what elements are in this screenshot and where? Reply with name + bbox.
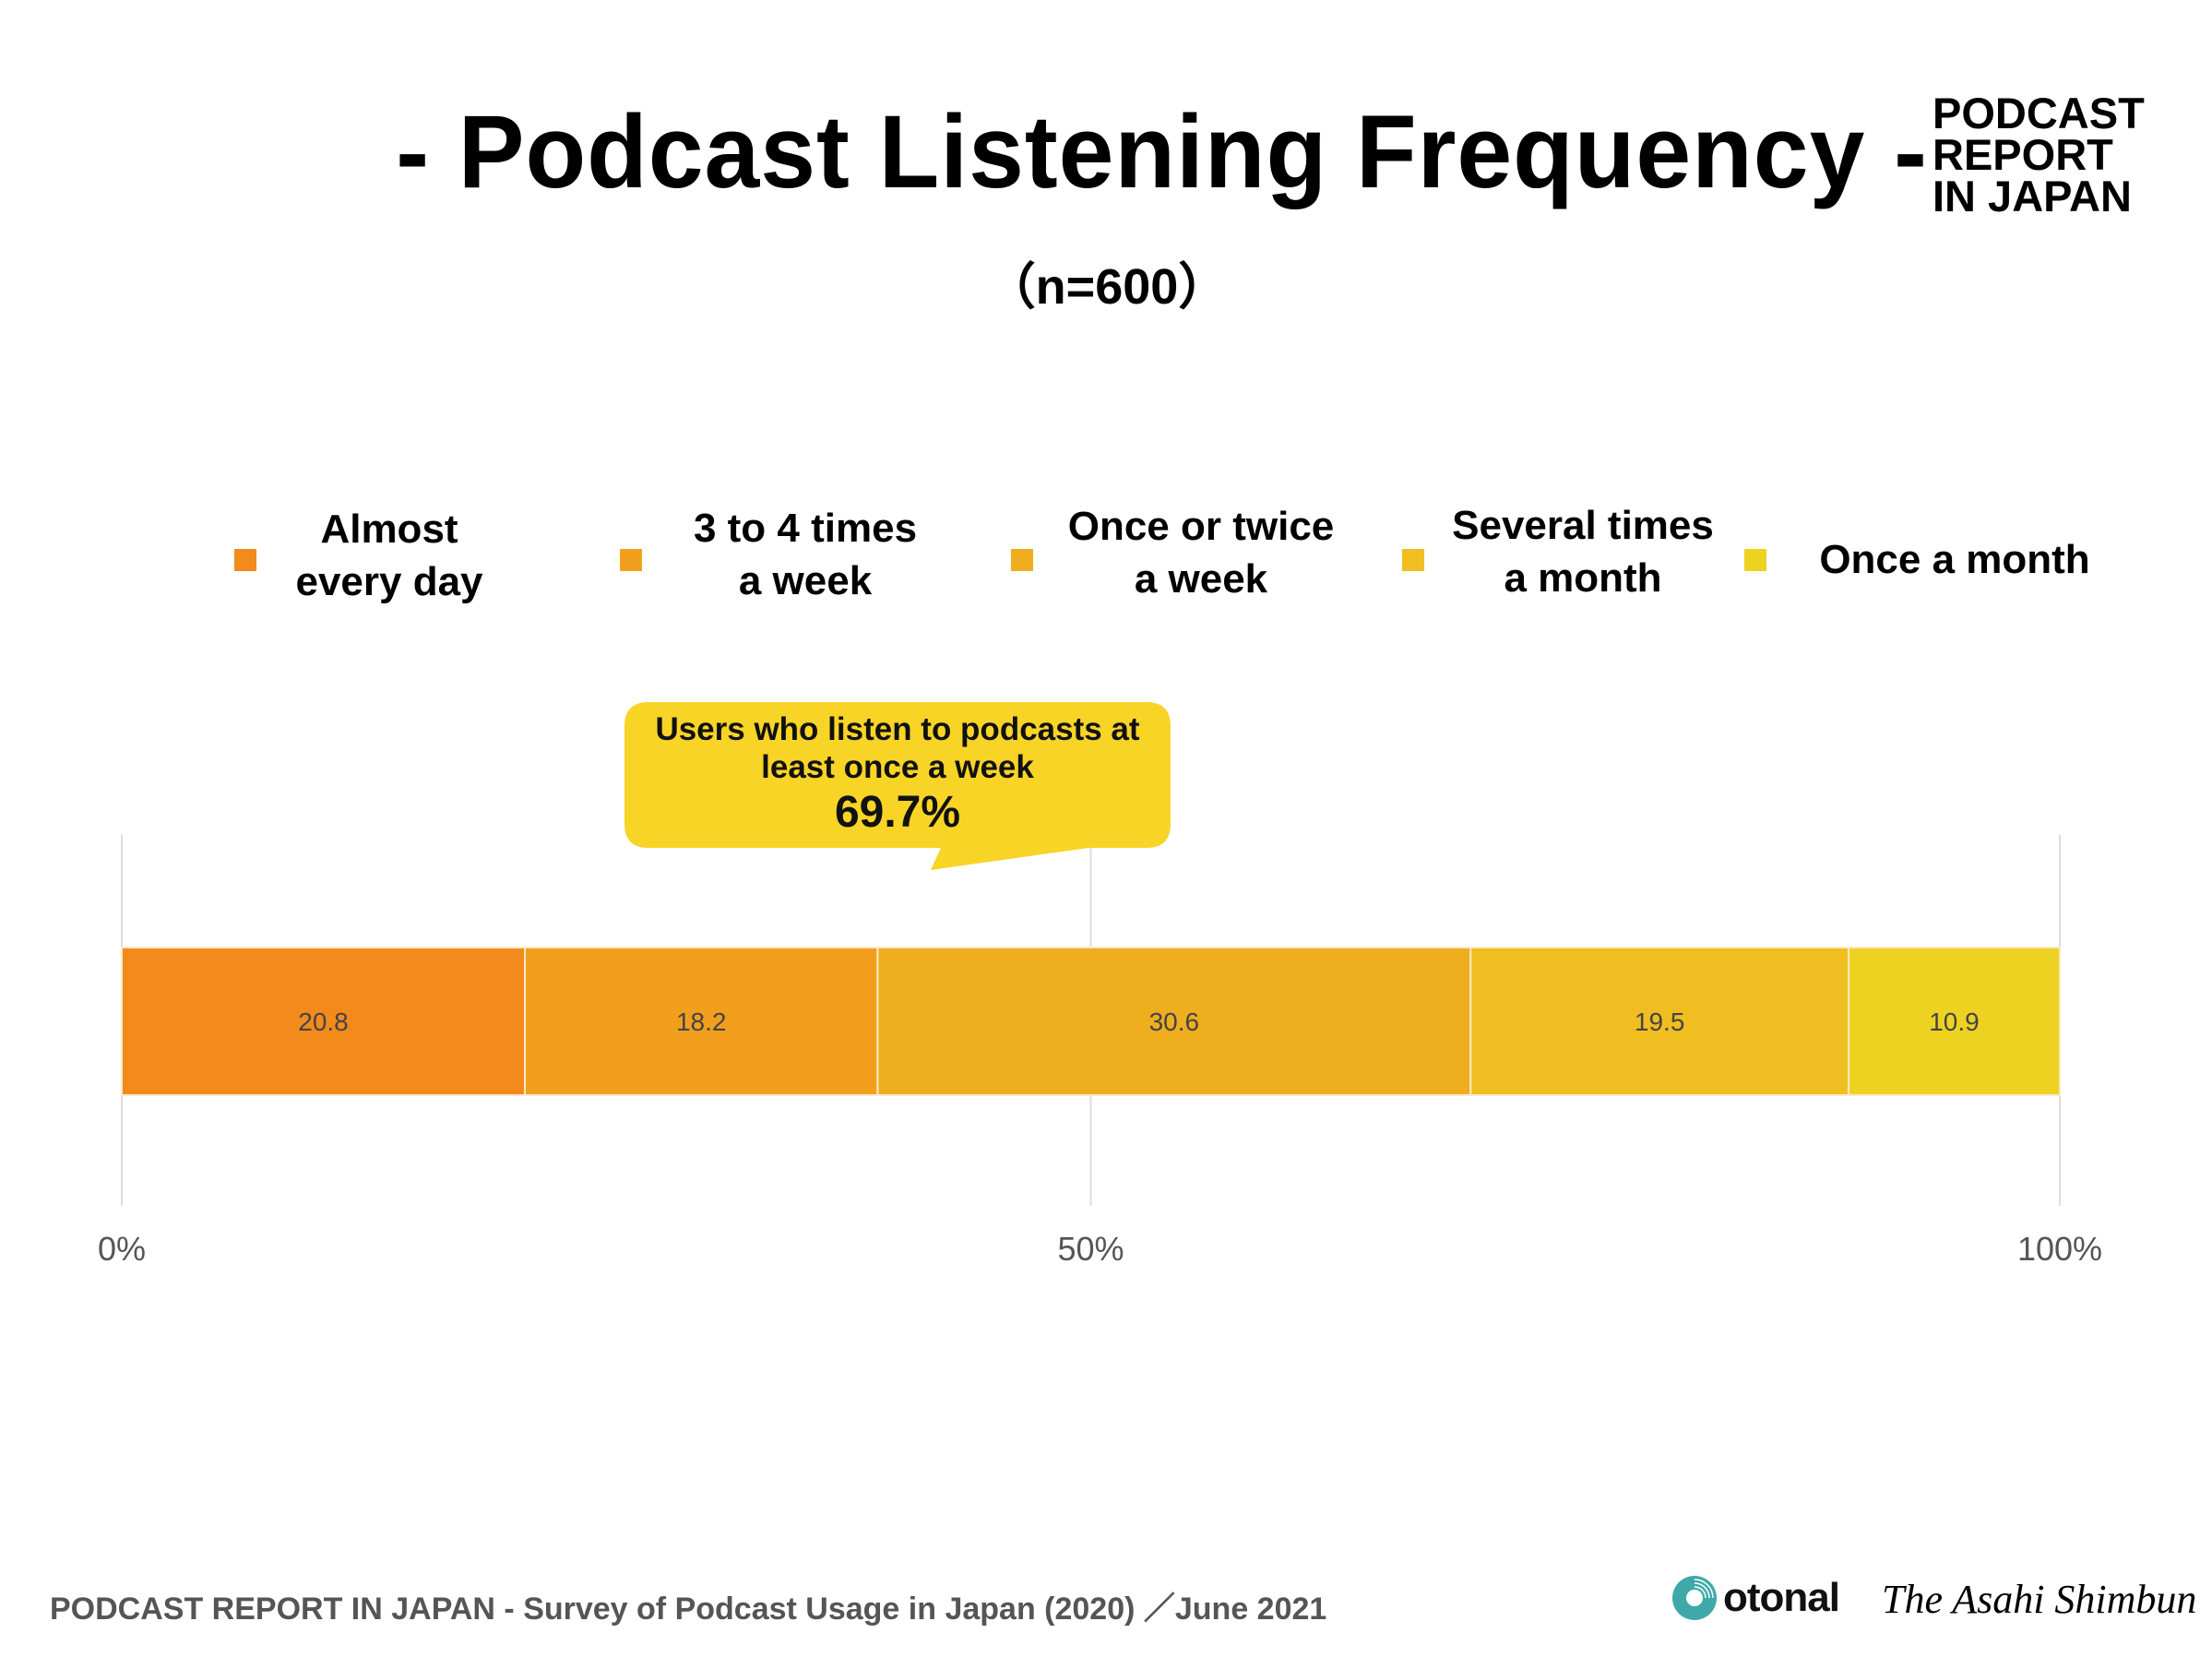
- brand-line: REPORT: [1933, 130, 2113, 179]
- legend-label-line: Almost: [320, 507, 458, 552]
- callout-value: 69.7%: [834, 788, 961, 837]
- chart-subtitle: （n=600）: [985, 259, 1229, 315]
- bar-value-label: 10.9: [1929, 1007, 1980, 1036]
- legend-label-line: Several times: [1452, 503, 1714, 548]
- x-tick-label: 0%: [98, 1230, 146, 1268]
- legend-swatch: [1402, 549, 1424, 571]
- legend-label: Once a month: [1819, 533, 2089, 586]
- bar-value-label: 20.8: [298, 1007, 349, 1036]
- callout: Users who listen to podcasts at least on…: [624, 710, 1171, 840]
- legend-label: 3 to 4 times a week: [694, 502, 917, 607]
- otonal-disc-icon: [1672, 1576, 1717, 1620]
- callout-bubble: [624, 702, 1171, 870]
- callout-line: Users who listen to podcasts at: [655, 711, 1140, 747]
- legend-label-line: a week: [738, 558, 873, 603]
- legend-swatch: [1011, 549, 1033, 571]
- bar-value-label: 18.2: [676, 1007, 727, 1036]
- legend-label-line: a month: [1504, 555, 1662, 601]
- bar-segment: [1469, 947, 1849, 1096]
- brand-logo: PODCAST REPORT IN JAPAN: [1933, 89, 2145, 221]
- bar-segment: [121, 947, 527, 1096]
- brand-line: PODCAST: [1933, 89, 2145, 137]
- legend-label: Almost every day: [295, 503, 482, 608]
- otonal-logo: otonal: [1671, 1575, 1840, 1621]
- chart-title-text: - Podcast Listening Frequency -: [396, 94, 1928, 209]
- footer-source: PODCAST REPORT IN JAPAN - Survey of Podc…: [50, 1591, 1327, 1627]
- legend-swatch: [1744, 549, 1766, 571]
- callout-line: least once a week: [761, 749, 1034, 785]
- chart-title: - Podcast Listening Frequency -: [0, 92, 1928, 212]
- legend-label-line: Once or twice: [1067, 504, 1335, 549]
- legend-label-line: a week: [1134, 556, 1268, 602]
- brand-line: IN JAPAN: [1933, 172, 2132, 221]
- bar-segment: [1847, 947, 2061, 1096]
- x-tick-label: 100%: [2017, 1230, 2102, 1268]
- asahi-logo: The Asahi Shimbun: [1882, 1577, 2197, 1622]
- bar-value-label: 19.5: [1635, 1007, 1685, 1036]
- bar-segment: [876, 947, 1472, 1096]
- legend-swatch: [620, 549, 642, 571]
- legend-label-line: Once a month: [1819, 537, 2090, 582]
- bar-value-label: 30.6: [1149, 1007, 1200, 1036]
- legend-label-line: every day: [295, 559, 483, 604]
- legend-label: Several times a month: [1452, 499, 1714, 604]
- x-tick-label: 50%: [1057, 1230, 1124, 1268]
- legend-label: Once or twice a week: [1068, 500, 1335, 605]
- bar-segment: [524, 947, 879, 1096]
- otonal-logo-text: otonal: [1723, 1575, 1840, 1620]
- legend-label-line: 3 to 4 times: [693, 506, 918, 551]
- legend-swatch: [234, 549, 256, 571]
